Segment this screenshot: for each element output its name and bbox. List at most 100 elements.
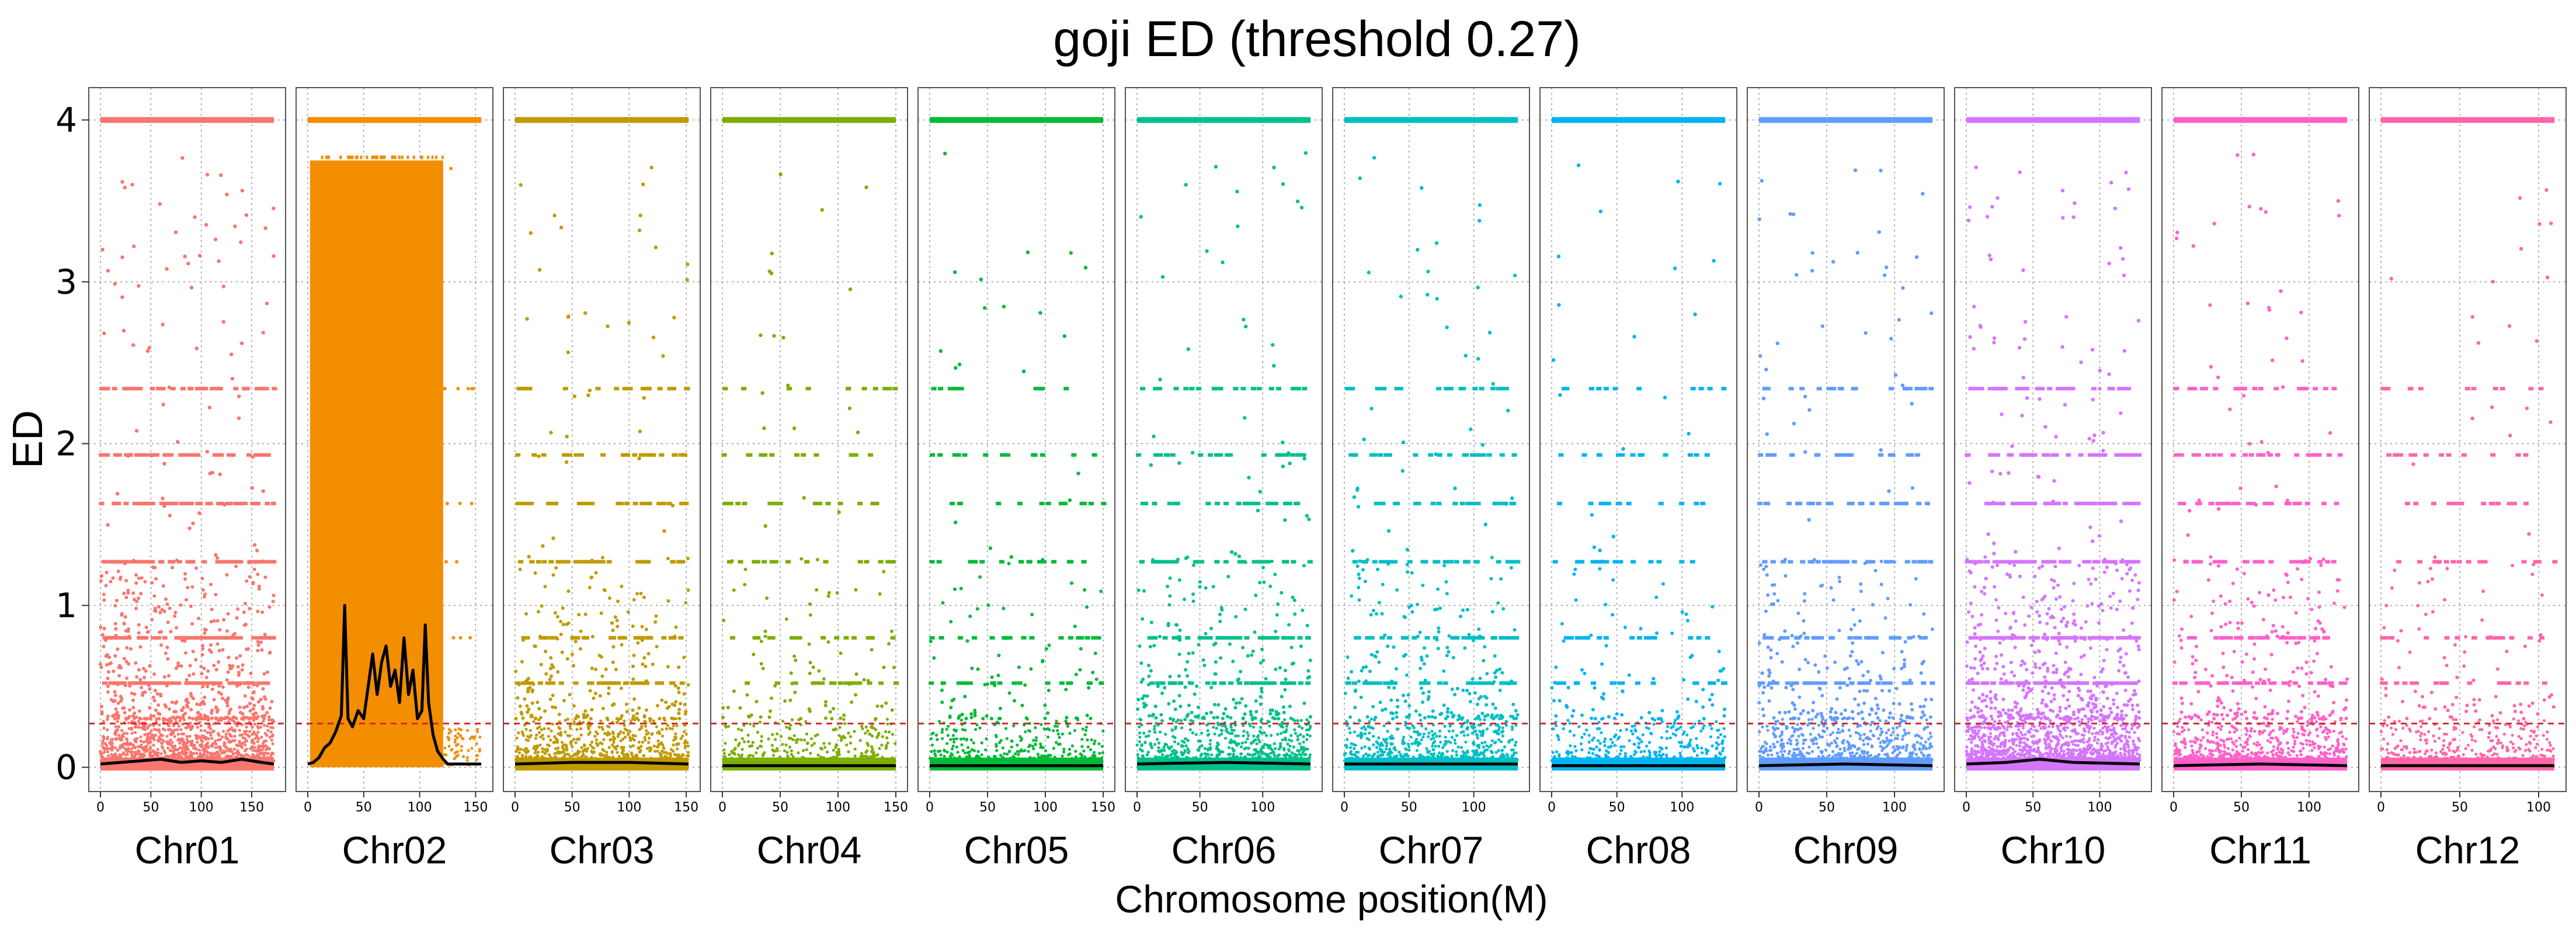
data-point <box>934 733 938 737</box>
data-point <box>1215 747 1218 751</box>
data-point <box>673 703 677 707</box>
data-point <box>545 749 549 753</box>
data-point <box>462 755 465 758</box>
data-point <box>930 750 933 754</box>
data-point <box>192 747 196 750</box>
data-point <box>1094 677 1098 681</box>
data-point <box>527 554 531 559</box>
data-point <box>611 730 615 734</box>
data-point <box>121 328 126 333</box>
data-point <box>850 700 854 704</box>
data-point <box>111 744 114 748</box>
data-point <box>210 737 214 740</box>
data-point <box>1086 738 1089 742</box>
data-point <box>1246 737 1249 741</box>
data-point <box>1197 748 1201 752</box>
data-point <box>257 584 261 588</box>
data-point <box>1047 689 1051 692</box>
data-point <box>638 750 642 754</box>
level-point <box>644 501 649 505</box>
level-point <box>656 501 662 505</box>
data-point <box>722 619 726 623</box>
data-point <box>1184 668 1188 672</box>
data-point <box>983 306 987 310</box>
data-point <box>1177 742 1180 745</box>
data-point <box>225 192 229 197</box>
data-point <box>600 556 604 560</box>
data-point <box>599 655 603 659</box>
data-point <box>215 750 219 754</box>
data-point <box>644 664 648 668</box>
data-point <box>202 667 206 671</box>
data-point <box>666 724 670 727</box>
data-point <box>1221 724 1224 727</box>
data-point <box>871 734 874 738</box>
data-point <box>1083 588 1087 592</box>
data-point <box>169 738 172 742</box>
level-point <box>1076 636 1082 640</box>
data-point <box>1136 753 1139 756</box>
data-point <box>969 716 974 720</box>
data-point <box>606 324 610 328</box>
data-point <box>139 752 142 756</box>
data-point <box>1274 629 1278 633</box>
data-point <box>941 601 945 605</box>
data-point <box>126 752 129 756</box>
data-point <box>235 724 239 727</box>
data-point <box>171 730 174 734</box>
level-point <box>225 501 231 505</box>
data-point <box>970 757 974 761</box>
data-point <box>147 724 151 728</box>
data-point <box>130 743 133 747</box>
data-point <box>1308 756 1312 759</box>
data-point <box>562 699 566 703</box>
saturation-band <box>308 117 481 123</box>
data-point <box>870 726 873 729</box>
data-point <box>113 603 117 608</box>
level-point <box>1262 636 1268 640</box>
data-point <box>763 751 766 755</box>
data-point <box>999 754 1003 757</box>
level-point <box>668 636 674 640</box>
data-point <box>1285 724 1288 728</box>
data-point <box>1271 708 1275 712</box>
data-point <box>827 591 831 595</box>
smoothed-ed-line <box>307 603 481 766</box>
data-point <box>599 719 603 723</box>
data-point <box>616 599 620 603</box>
level-point <box>865 636 871 640</box>
level-point <box>659 453 665 457</box>
data-point <box>1305 728 1309 732</box>
data-point <box>1267 759 1270 762</box>
data-point <box>162 504 166 508</box>
data-point <box>640 758 644 762</box>
level-point <box>837 681 843 685</box>
data-point <box>270 700 274 703</box>
data-point <box>1221 729 1224 733</box>
data-point <box>225 629 229 633</box>
block-edge-point <box>360 155 363 159</box>
data-point <box>222 618 226 622</box>
data-point <box>106 747 109 751</box>
data-point <box>261 331 265 335</box>
data-point <box>662 747 666 750</box>
level-point <box>635 560 641 564</box>
data-point <box>945 742 949 745</box>
level-point <box>646 387 652 391</box>
data-point <box>790 759 794 762</box>
data-point <box>1139 718 1142 721</box>
data-point <box>524 755 528 758</box>
data-point <box>174 667 178 670</box>
data-point <box>255 749 258 752</box>
data-point <box>190 724 194 728</box>
data-point <box>631 717 635 721</box>
data-point <box>858 739 862 742</box>
data-point <box>1292 745 1295 749</box>
data-point <box>271 742 274 745</box>
data-point <box>544 756 548 760</box>
data-point <box>447 744 451 748</box>
data-point <box>555 751 559 755</box>
data-point <box>624 735 627 739</box>
data-points <box>514 117 690 771</box>
data-point <box>1166 584 1170 588</box>
